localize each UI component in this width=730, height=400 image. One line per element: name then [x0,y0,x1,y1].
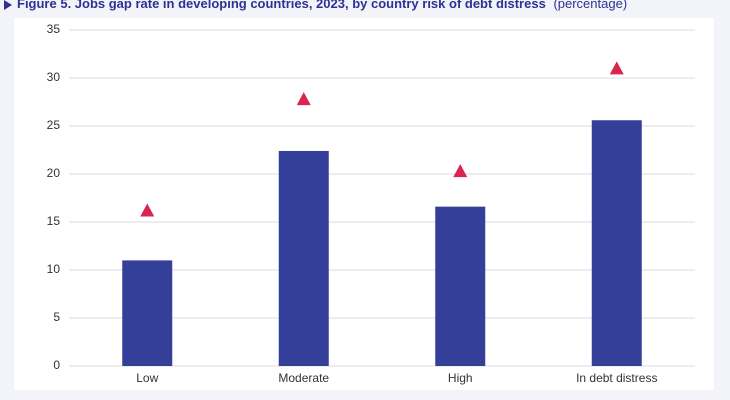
y-tick-label: 10 [47,262,61,276]
triangle-marker [609,61,624,75]
y-tick-label: 20 [47,166,61,180]
y-tick-label: 5 [53,310,60,324]
y-tick-label: 0 [53,358,60,372]
x-tick-label: High [448,371,473,385]
bar [122,260,173,366]
chart-subtitle: (percentage) [553,0,627,11]
bar [591,120,642,367]
x-tick-label: In debt distress [576,371,657,385]
y-tick-label: 25 [47,118,61,132]
bar [435,206,486,366]
y-tick-label: 35 [47,22,61,36]
title-arrow [4,0,12,10]
y-tick-label: 15 [47,214,61,228]
chart-title-line: Figure 5. Jobs gap rate in developing co… [17,0,627,11]
y-tick-label: 30 [47,70,61,84]
triangle-marker [453,164,468,178]
triangle-marker [296,92,311,106]
triangle-marker [140,203,155,217]
bar [278,150,329,366]
x-tick-label: Moderate [278,371,329,385]
chart-title: Figure 5. Jobs gap rate in developing co… [17,0,546,11]
x-tick-label: Low [136,371,158,385]
